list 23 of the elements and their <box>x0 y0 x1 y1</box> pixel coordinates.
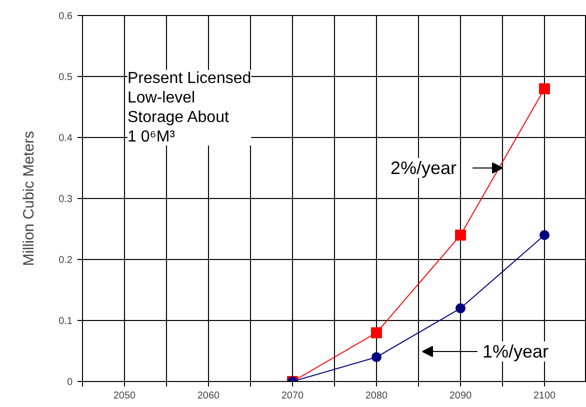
annotation: 2%/year <box>390 158 457 178</box>
y-tick-label: 0.5 <box>58 72 73 83</box>
annotation: 1%/year <box>482 342 549 362</box>
y-tick-label: 0.1 <box>58 316 73 327</box>
y-tick-label: 0 <box>66 377 73 388</box>
point <box>371 327 382 338</box>
point <box>372 352 382 362</box>
annotation: Present Licensed Low-level Storage About 1 0⁶M³ <box>128 70 252 146</box>
x-tick-label: 2090 <box>449 390 472 402</box>
x-tick-label: 2050 <box>113 390 136 402</box>
y-tick-label: 0.6 <box>58 11 73 22</box>
y-axis-title: Million Cubic Meters <box>20 130 38 266</box>
point <box>540 230 550 240</box>
y-tick-label: 0.2 <box>58 255 73 266</box>
x-tick-label: 2060 <box>197 390 220 402</box>
x-tick-label: 2080 <box>365 390 388 402</box>
y-tick-label: 0.4 <box>58 133 73 144</box>
x-tick-label: 2100 <box>533 390 556 402</box>
point <box>455 230 466 241</box>
point <box>539 83 550 94</box>
y-tick-label: 0.3 <box>58 194 73 205</box>
x-tick-label: 2070 <box>281 390 304 402</box>
point <box>456 303 466 314</box>
